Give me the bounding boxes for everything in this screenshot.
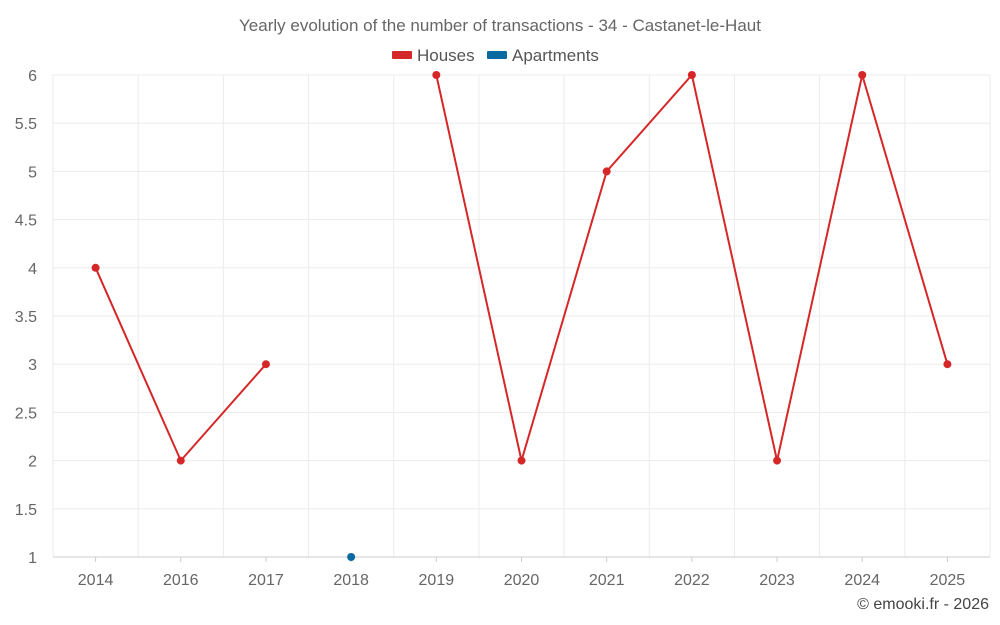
y-tick-label: 2.5 xyxy=(15,405,37,422)
data-point-houses[interactable] xyxy=(432,71,441,79)
y-tick-label: 6 xyxy=(28,68,37,85)
x-tick-label: 2023 xyxy=(759,572,795,589)
x-tick-label: 2024 xyxy=(844,572,880,589)
gridlines xyxy=(52,74,991,557)
legend: Houses Apartments xyxy=(392,46,599,65)
y-tick-label: 5.5 xyxy=(15,116,37,133)
y-tick-label: 5 xyxy=(28,164,37,181)
x-tick-label: 2022 xyxy=(674,572,710,589)
data-point-houses[interactable] xyxy=(687,71,696,79)
x-tick-label: 2021 xyxy=(589,572,625,589)
data-point-houses[interactable] xyxy=(261,360,270,369)
legend-swatch-houses xyxy=(392,51,412,59)
plot-area xyxy=(91,71,952,561)
data-point-houses[interactable] xyxy=(176,456,185,465)
legend-label-apartments: Apartments xyxy=(512,46,599,65)
x-tick-label: 2025 xyxy=(930,572,966,589)
y-tick-label: 3.5 xyxy=(15,309,37,326)
x-tick-label: 2016 xyxy=(163,572,199,589)
legend-item-apartments[interactable]: Apartments xyxy=(487,46,599,65)
y-tick-label: 4 xyxy=(28,261,37,278)
data-point-houses[interactable] xyxy=(602,167,611,176)
y-tick-label: 1.5 xyxy=(15,502,37,519)
data-point-houses[interactable] xyxy=(858,71,867,79)
data-point-houses[interactable] xyxy=(943,360,952,369)
credit-text: © emooki.fr - 2026 xyxy=(857,596,989,613)
chart-title: Yearly evolution of the number of transa… xyxy=(239,16,761,35)
y-tick-label: 1 xyxy=(28,550,37,567)
y-tick-label: 3 xyxy=(28,357,37,374)
legend-label-houses: Houses xyxy=(417,46,475,65)
x-tick-label: 2017 xyxy=(248,572,284,589)
legend-item-houses[interactable]: Houses xyxy=(392,46,475,65)
data-point-apartments[interactable] xyxy=(347,553,356,561)
data-point-houses[interactable] xyxy=(773,456,782,465)
y-tick-label: 2 xyxy=(28,454,37,471)
data-point-houses[interactable] xyxy=(91,263,100,272)
data-point-houses[interactable] xyxy=(517,456,526,465)
x-tick-label: 2014 xyxy=(78,572,114,589)
legend-swatch-apartments xyxy=(487,51,507,59)
x-tick-label: 2019 xyxy=(419,572,455,589)
x-tick-label: 2018 xyxy=(333,572,369,589)
y-tick-label: 4.5 xyxy=(15,213,37,230)
axes: 1 1.5 2 2.5 3 3.5 4 4.5 5 5.5 6 2014 2016 2017 2018 201… xyxy=(15,68,990,589)
x-tick-label: 2020 xyxy=(504,572,540,589)
